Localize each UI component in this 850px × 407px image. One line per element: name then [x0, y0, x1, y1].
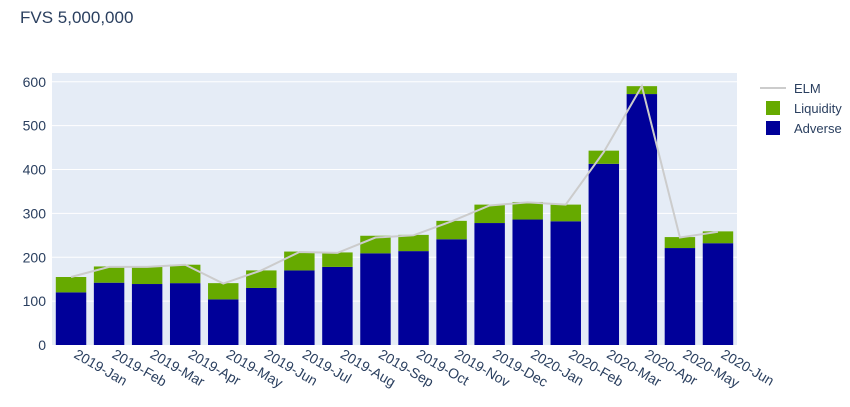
adverse-bar	[588, 163, 620, 345]
liquidity-bar	[55, 277, 87, 293]
adverse-bar	[55, 292, 87, 345]
adverse-bar	[398, 251, 429, 345]
adverse-bar	[664, 248, 696, 345]
y-tick-label: 500	[23, 118, 47, 134]
adverse-bar	[626, 94, 658, 345]
adverse-bar	[436, 239, 467, 345]
liquidity-bar	[550, 204, 581, 222]
x-axis: 2019-Jan2019-Feb2019-Mar2019-Apr2019-May…	[72, 346, 778, 391]
adverse-bar	[322, 266, 353, 345]
adverse-bar	[474, 223, 505, 345]
elm-line-group	[70, 83, 719, 285]
liquidity-bar	[664, 237, 696, 249]
liquidity-bar	[702, 231, 734, 244]
legend-swatch-liquidity	[766, 101, 780, 115]
bars	[55, 86, 734, 345]
y-tick-label: 0	[38, 337, 46, 353]
liquidity-bar	[208, 283, 239, 300]
liquidity-bar	[93, 266, 125, 283]
adverse-bar	[360, 253, 391, 345]
y-axis: 0 100 200 300 400 500 600	[23, 74, 47, 353]
legend-label-liquidity: Liquidity	[794, 101, 842, 116]
liquidity-bar	[588, 150, 620, 164]
elm-line	[70, 83, 719, 285]
legend-label-elm: ELM	[794, 81, 821, 96]
liquidity-bar	[246, 270, 277, 288]
y-tick-label: 600	[23, 74, 47, 90]
liquidity-bar	[131, 266, 163, 285]
adverse-bar	[284, 270, 315, 345]
liquidity-bar	[512, 201, 543, 220]
legend: ELM Liquidity Adverse	[760, 81, 842, 136]
y-tick-label: 400	[23, 162, 47, 178]
y-tick-label: 300	[23, 205, 47, 221]
adverse-bar	[169, 283, 201, 345]
adverse-bar	[550, 221, 581, 345]
adverse-bar	[702, 243, 734, 345]
adverse-bar	[93, 282, 125, 345]
liquidity-bar	[284, 251, 315, 271]
legend-label-adverse: Adverse	[794, 121, 842, 136]
liquidity-bar	[322, 252, 353, 267]
y-tick-label: 100	[23, 293, 47, 309]
chart-title: FVS 5,000,000	[20, 8, 134, 27]
liquidity-bar	[474, 204, 505, 224]
gridlines	[52, 81, 737, 302]
adverse-bar	[512, 219, 543, 345]
legend-swatch-adverse	[766, 121, 780, 135]
y-tick-label: 200	[23, 249, 47, 265]
adverse-bar	[246, 287, 277, 345]
liquidity-bar	[436, 220, 467, 240]
adverse-bar	[131, 284, 163, 345]
adverse-bar	[208, 299, 239, 345]
liquidity-bar	[169, 264, 201, 284]
liquidity-bar	[398, 234, 429, 252]
